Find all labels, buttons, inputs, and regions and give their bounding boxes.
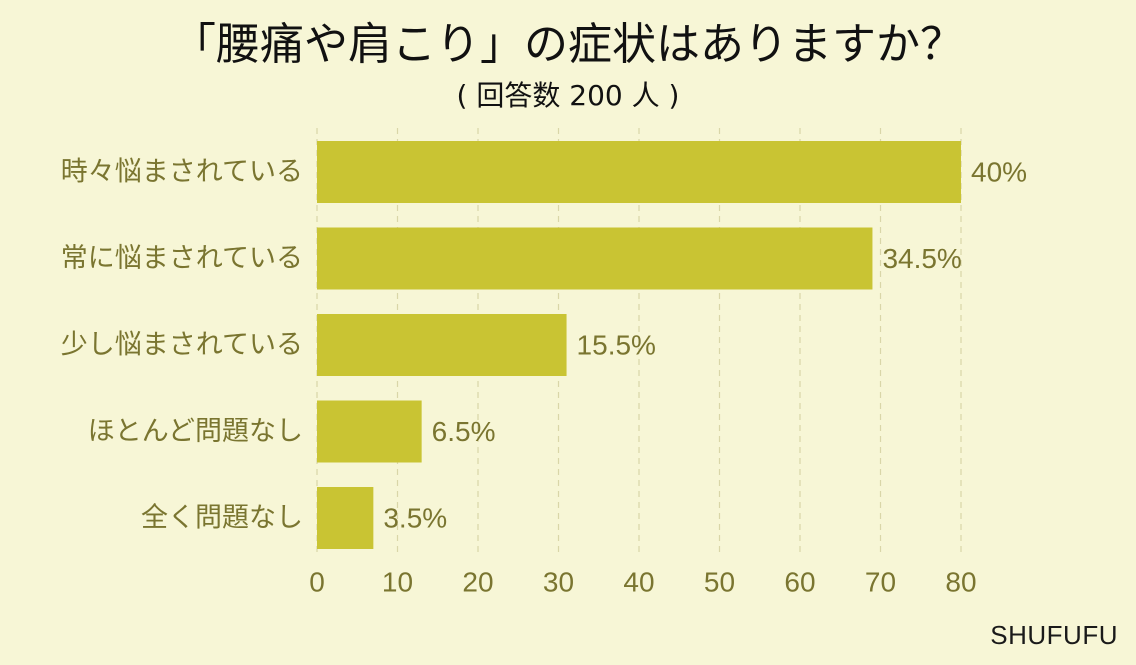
category-label: 全く問題なし (141, 503, 303, 534)
bar (317, 141, 961, 203)
category-label: ほとんど問題なし (88, 416, 303, 447)
bar (317, 227, 873, 290)
x-tick-label: 50 (704, 567, 735, 598)
category-label: 時々悩まされている (61, 157, 303, 188)
data-label: 34.5% (882, 243, 961, 274)
category-label: 少し悩まされている (61, 330, 303, 361)
category-label: 常に悩まされている (61, 243, 303, 274)
data-label: 6.5% (432, 416, 496, 447)
bar (317, 314, 567, 376)
x-tick-label: 0 (309, 567, 325, 598)
x-tick-label: 10 (382, 567, 413, 598)
x-tick-label: 60 (784, 567, 815, 598)
chart-subtitle: ( 回答数 200 人 ) (456, 79, 680, 112)
chart-title: 「腰痛や肩こり」の症状はありますか？ (172, 19, 964, 70)
x-tick-label: 20 (462, 567, 493, 598)
brand-logo: SHUFUFU (990, 620, 1118, 650)
data-label: 15.5% (577, 330, 656, 361)
x-tick-label: 80 (945, 567, 976, 598)
x-tick-label: 30 (543, 567, 574, 598)
x-tick-label: 40 (623, 567, 654, 598)
x-tick-label: 70 (865, 567, 896, 598)
bar (317, 487, 374, 549)
bar (317, 400, 422, 463)
data-label: 3.5% (383, 503, 447, 534)
data-label: 40% (971, 157, 1027, 188)
